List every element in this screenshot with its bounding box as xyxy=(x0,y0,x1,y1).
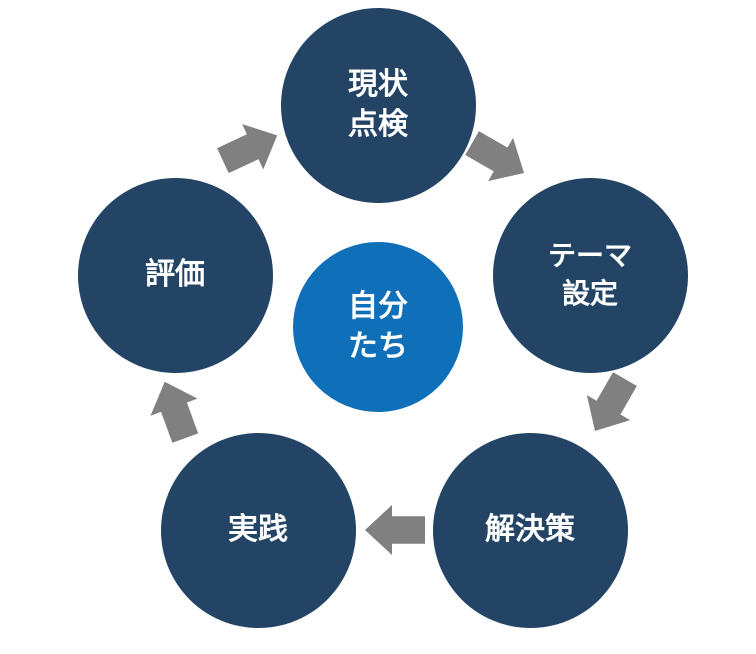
node-evaluation: 評価 xyxy=(78,178,273,373)
node-current-check: 現状 点検 xyxy=(281,8,476,203)
node-theme-setting: テーマ 設定 xyxy=(493,178,688,373)
arrow-n3-n4 xyxy=(365,505,425,555)
cycle-diagram: 現状 点検 テーマ 設定 解決策 実践 評価 自分 たち xyxy=(0,0,756,654)
center-node-label: 自分 たち xyxy=(348,287,408,368)
center-node: 自分 たち xyxy=(293,242,463,412)
node-label: 解決策 xyxy=(485,510,575,551)
node-label: 実践 xyxy=(228,510,288,551)
node-solution: 解決策 xyxy=(433,433,628,628)
arrow-n4-n5 xyxy=(141,373,209,446)
arrow-n5-n1 xyxy=(212,113,288,184)
node-label: 現状 点検 xyxy=(348,65,408,146)
arrow-n2-n3 xyxy=(573,367,646,444)
node-label: テーマ 設定 xyxy=(548,237,632,313)
node-label: 評価 xyxy=(145,255,205,296)
node-practice: 実践 xyxy=(161,433,356,628)
